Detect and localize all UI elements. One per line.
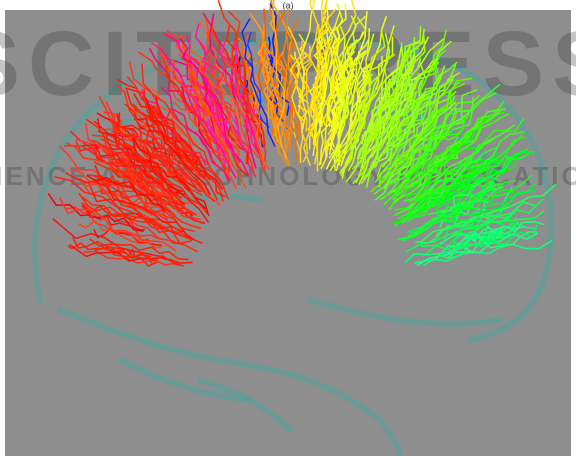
figure: (a) SCITEPRESS SCIENCE AND TECHNOLOGY PU… (0, 0, 576, 456)
